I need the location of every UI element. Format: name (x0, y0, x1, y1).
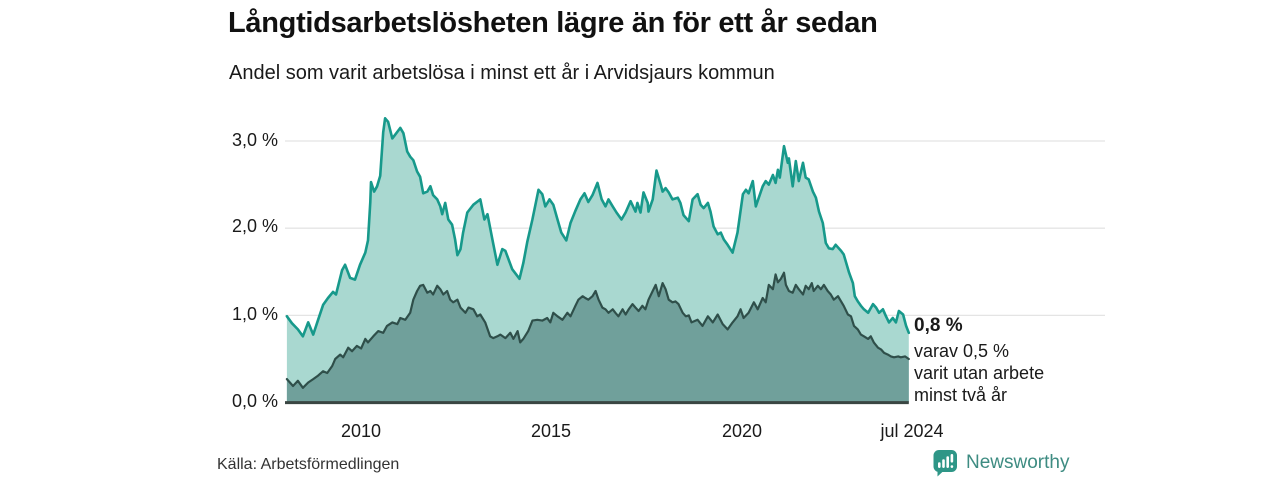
y-tick-0: 0,0 % (231, 391, 278, 411)
chart-title: Långtidsarbetslösheten lägre än för ett … (228, 7, 878, 39)
area-chart (285, 117, 1105, 405)
y-tick-3: 3,0 % (231, 130, 278, 150)
chart-subtitle: Andel som varit arbetslösa i minst ett å… (229, 62, 775, 84)
annotation-line-3: minst två år (914, 385, 1008, 405)
source-credit: Källa: Arbetsförmedlingen (217, 456, 400, 473)
latest-value-annotation: 0,8 % varav 0,5 % varit utan arbete mins… (914, 315, 1044, 406)
annotation-line-1: varav 0,5 % (914, 341, 1010, 361)
annotation-line-2: varit utan arbete (914, 363, 1045, 383)
series-two-years-line (285, 271, 910, 389)
y-tick-2: 2,0 % (231, 216, 278, 236)
newsworthy-icon (933, 450, 957, 477)
newsworthy-wordmark: Newsworthy (966, 452, 1070, 473)
latest-value-label: 0,8 % (914, 315, 963, 336)
x-tick-2015: 2015 (530, 421, 572, 441)
newsworthy-logo: Newsworthy (933, 449, 1069, 477)
x-tick-2020: 2020 (721, 421, 763, 441)
x-tick-2010: 2010 (340, 421, 382, 441)
y-tick-1: 1,0 % (231, 304, 278, 324)
series-total-line (285, 117, 911, 338)
x-tick-jul-2024: jul 2024 (880, 421, 944, 441)
